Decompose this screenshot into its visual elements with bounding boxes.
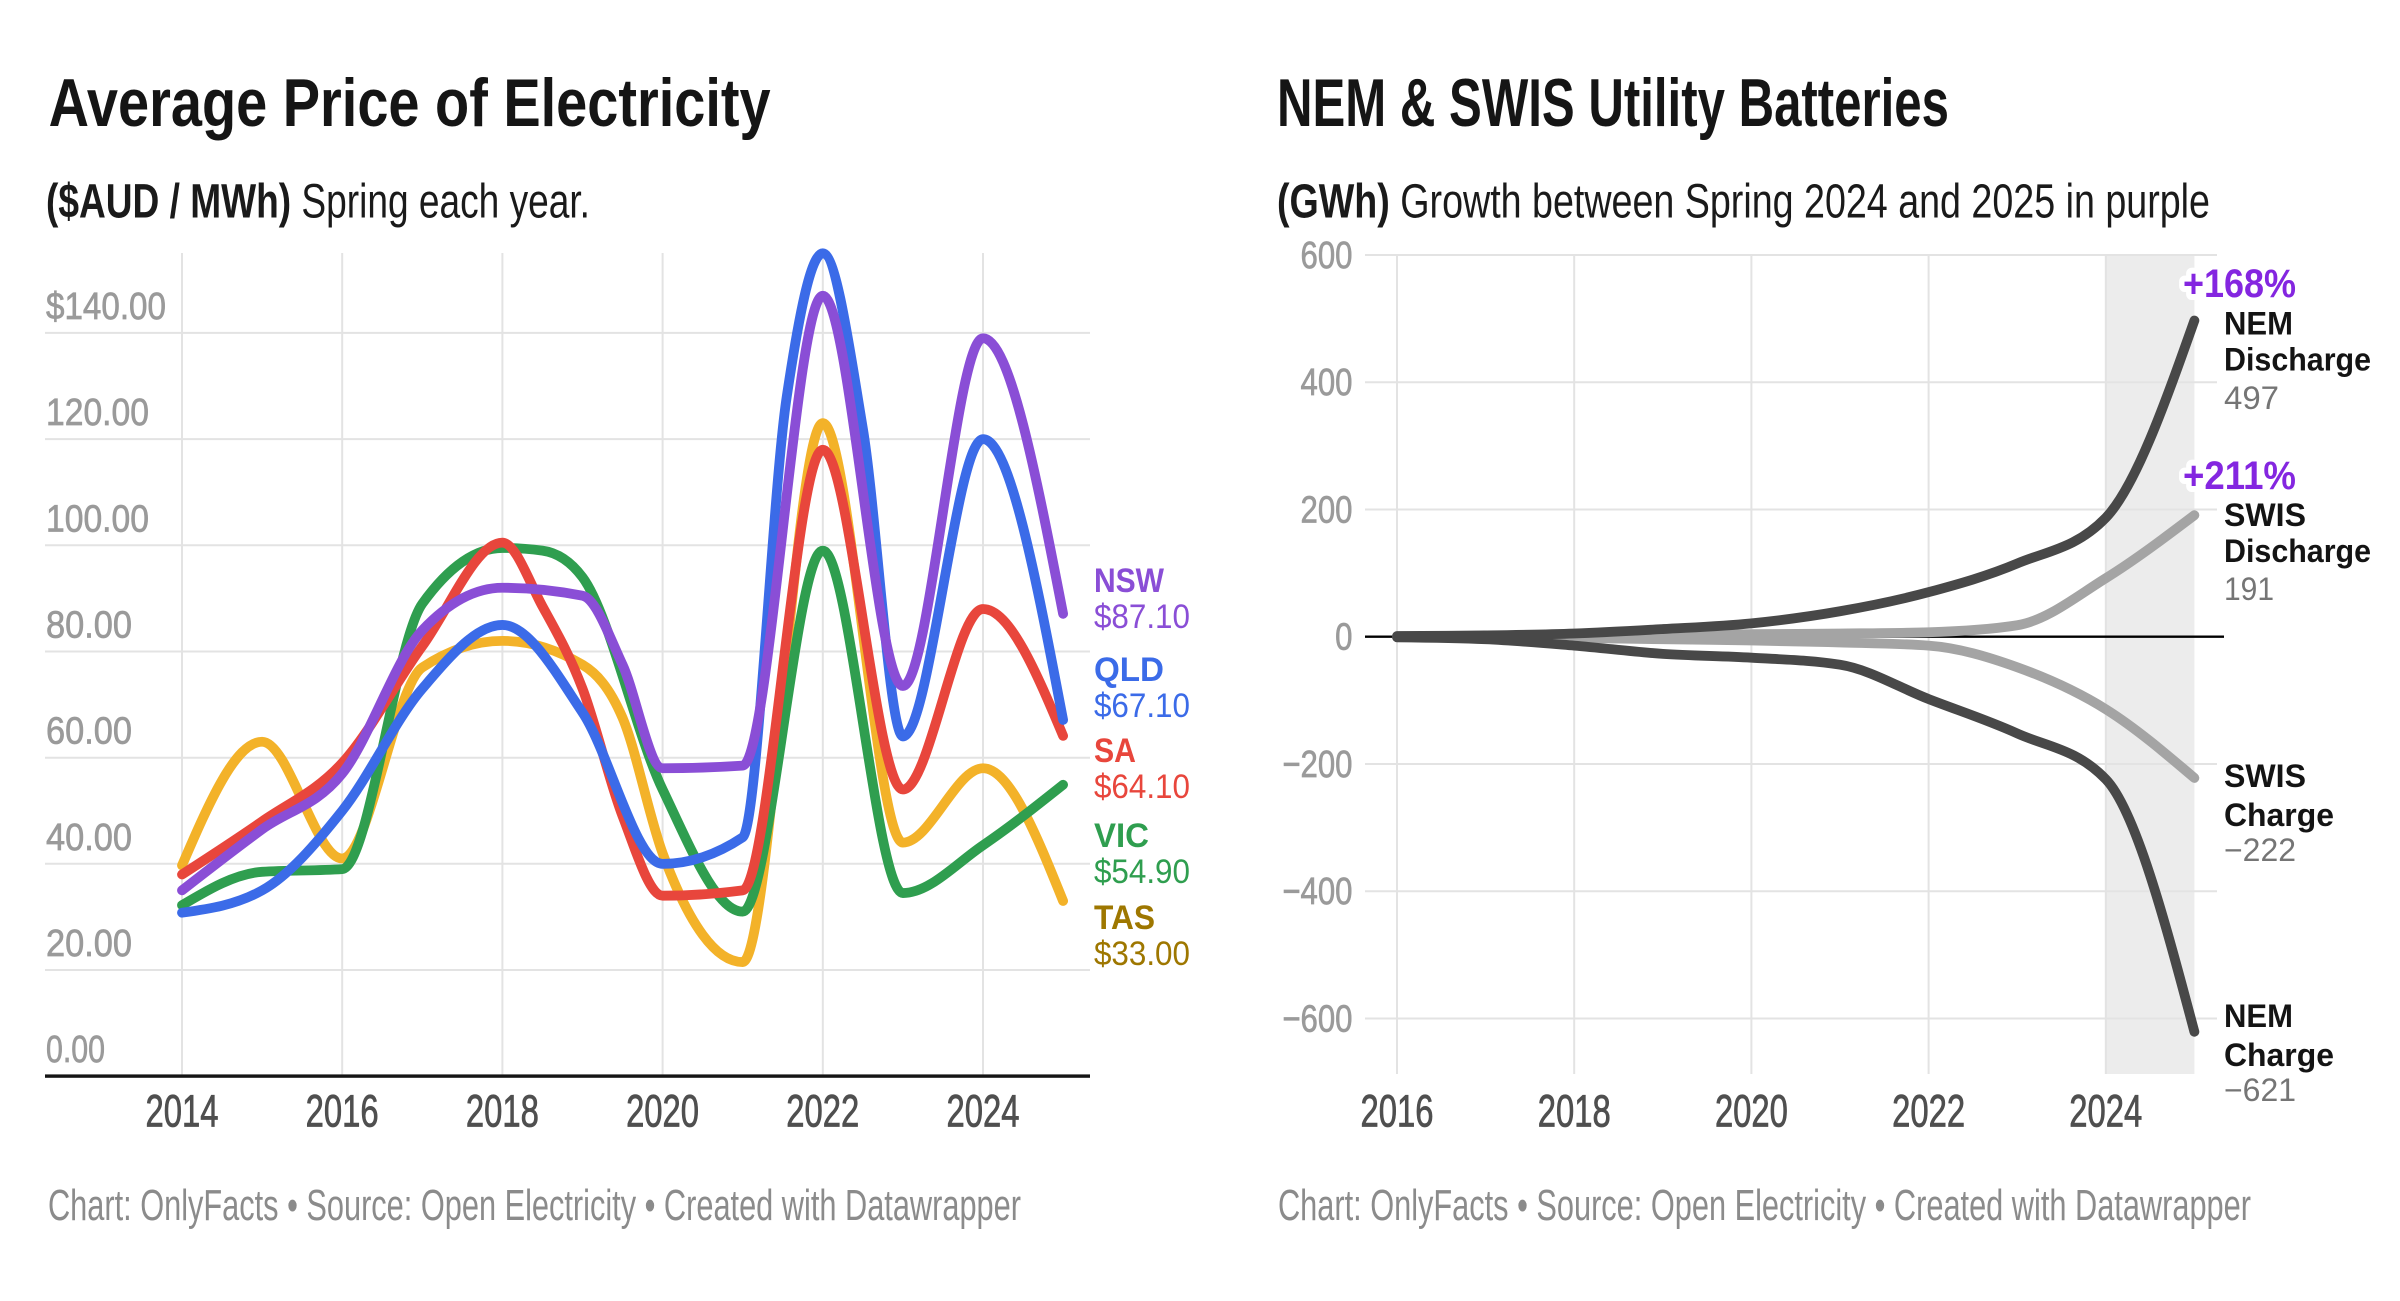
svg-text:Charge: Charge [2224,1039,2334,1074]
svg-text:0.00: 0.00 [46,1029,105,1071]
svg-text:0: 0 [1335,617,1352,659]
svg-text:(GWh) Growth between Spring 20: (GWh) Growth between Spring 2024 and 202… [1277,175,2210,229]
svg-text:+168%: +168% [2183,261,2296,306]
svg-text:2016: 2016 [1361,1086,1434,1136]
svg-text:−600: −600 [1282,999,1352,1041]
svg-text:Chart: OnlyFacts • Source: Ope: Chart: OnlyFacts • Source: Open Electric… [48,1181,1021,1230]
svg-text:$33.00: $33.00 [1094,934,1190,972]
svg-text:−222: −222 [2224,834,2296,869]
svg-text:20.00: 20.00 [46,923,132,965]
svg-text:TAS: TAS [1094,898,1155,936]
svg-text:200: 200 [1301,490,1353,532]
svg-text:($AUD / MWh) Spring each year.: ($AUD / MWh) Spring each year. [46,175,590,229]
svg-text:−400: −400 [1282,871,1352,913]
svg-text:Average Price of Electricity: Average Price of Electricity [49,66,771,141]
svg-text:NEM: NEM [2224,1000,2293,1035]
svg-text:191: 191 [2224,573,2274,608]
svg-text:SWIS: SWIS [2224,499,2306,534]
svg-text:2024: 2024 [947,1086,1020,1136]
svg-text:+211%: +211% [2183,453,2296,498]
svg-text:60.00: 60.00 [46,711,132,753]
svg-text:SWIS: SWIS [2224,760,2306,795]
svg-text:497: 497 [2224,382,2279,417]
svg-text:+211%: +211% [2183,453,2296,498]
svg-text:2020: 2020 [1715,1086,1788,1136]
svg-text:600: 600 [1301,235,1353,277]
svg-text:2014: 2014 [146,1086,219,1136]
svg-text:Chart: OnlyFacts • Source: Ope: Chart: OnlyFacts • Source: Open Electric… [1278,1181,2251,1230]
svg-text:2022: 2022 [786,1086,859,1136]
svg-text:40.00: 40.00 [46,817,132,859]
svg-text:400: 400 [1301,362,1353,404]
svg-text:80.00: 80.00 [46,605,132,647]
svg-text:2020: 2020 [626,1086,699,1136]
svg-text:VIC: VIC [1094,816,1149,854]
svg-text:+168%: +168% [2183,261,2296,306]
svg-text:NEM & SWIS Utility Batteries: NEM & SWIS Utility Batteries [1277,66,1949,141]
svg-text:2018: 2018 [466,1086,539,1136]
svg-text:$140.00: $140.00 [46,286,166,328]
svg-text:SA: SA [1094,731,1136,769]
svg-text:2024: 2024 [2069,1086,2142,1136]
svg-text:Charge: Charge [2224,799,2334,834]
svg-text:NSW: NSW [1094,561,1165,599]
svg-text:2016: 2016 [306,1086,379,1136]
svg-text:$67.10: $67.10 [1094,686,1190,724]
svg-text:2022: 2022 [1892,1086,1965,1136]
svg-text:$87.10: $87.10 [1094,597,1190,635]
svg-text:NEM: NEM [2224,307,2293,342]
svg-text:$54.90: $54.90 [1094,852,1190,890]
svg-text:100.00: 100.00 [46,498,149,540]
svg-text:−621: −621 [2224,1074,2296,1109]
svg-text:2018: 2018 [1538,1086,1611,1136]
svg-text:Discharge: Discharge [2224,535,2371,570]
svg-text:$64.10: $64.10 [1094,767,1190,805]
svg-text:−200: −200 [1282,744,1352,786]
svg-text:QLD: QLD [1094,650,1164,688]
svg-text:Discharge: Discharge [2224,343,2371,378]
svg-text:120.00: 120.00 [46,392,149,434]
